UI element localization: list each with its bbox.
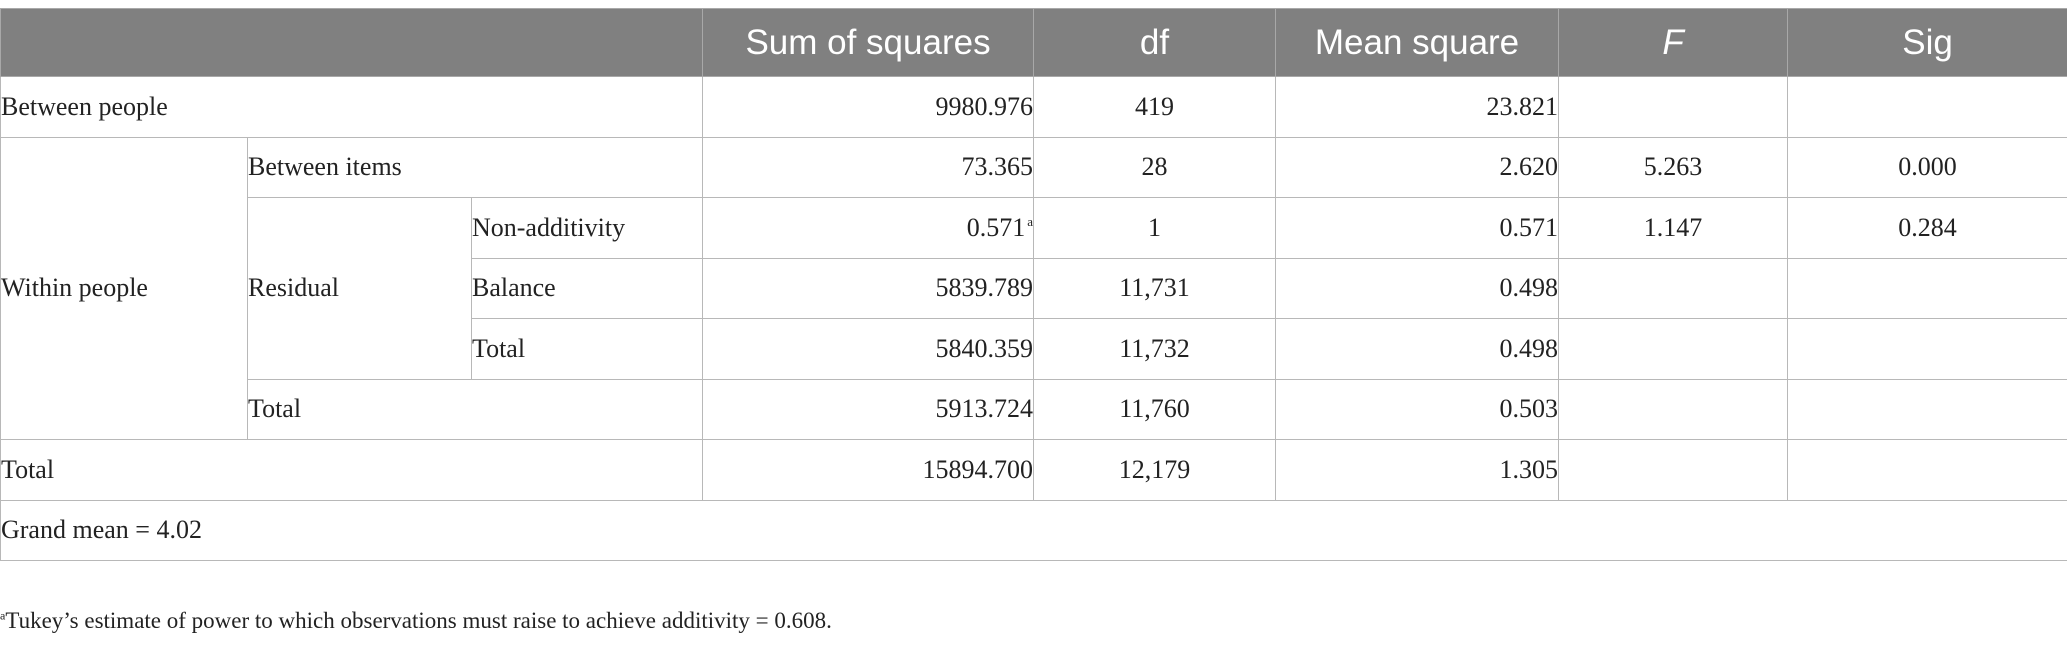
header-sum-of-squares: Sum of squares [702,8,1035,77]
residual-total-label: Total [470,318,704,380]
table-footnote: aTukey’s estimate of power to which obse… [0,608,832,634]
balance-f [1558,257,1789,319]
header-f: F [1558,8,1789,77]
non-additivity-sig: 0.284 [1787,197,2067,259]
row-between-items: Within people Between items 73.365 28 2.… [0,136,2067,440]
total-f [1558,439,1789,501]
within-total-df: 11,760 [1033,378,1277,440]
non-additivity-f: 1.147 [1558,197,1789,259]
row-grand-mean: Grand mean = 4.02 [0,499,2067,561]
between-people-ss: 9980.976 [702,76,1035,138]
row-between-people: Between people 9980.976 419 23.821 [0,76,2067,138]
non-additivity-label: Non-additivity [470,197,704,259]
total-label: Total [0,439,704,501]
footnote-marker-ref: a [1027,214,1034,230]
balance-df: 11,731 [1033,257,1277,319]
footnote-marker: a [0,608,6,623]
total-sig [1787,439,2067,501]
between-items-ss: 73.365 [702,136,1035,198]
header-mean-square: Mean square [1275,8,1560,77]
anova-table-container: Sum of squares df Mean square F Sig Betw… [0,8,2067,561]
between-people-df: 419 [1033,76,1277,138]
within-total-ss: 5913.724 [702,378,1035,440]
within-total-label: Total [246,378,704,440]
between-people-ms: 23.821 [1275,76,1560,138]
non-additivity-ss-cell: 0.571 a [702,197,1035,259]
non-additivity-df: 1 [1033,197,1277,259]
between-people-f [1558,76,1789,138]
between-items-label: Between items [246,136,704,198]
within-total-sig [1787,378,2067,440]
header-blank [0,8,704,77]
residual-total-ms: 0.498 [1275,318,1560,380]
total-ms: 1.305 [1275,439,1560,501]
residual-total-df: 11,732 [1033,318,1277,380]
row-within-total: Total 5913.724 11,760 0.503 [1,378,2067,440]
between-items-ms: 2.620 [1275,136,1560,198]
row-non-additivity: Residual Non-additivity 0.571 a 1 0.571 1… [1,197,2067,380]
header-row: Sum of squares df Mean square F Sig [0,8,2067,77]
balance-ms: 0.498 [1275,257,1560,319]
anova-table: Sum of squares df Mean square F Sig Betw… [0,8,2067,561]
row-total: Total 15894.700 12,179 1.305 [0,439,2067,501]
within-total-ms: 0.503 [1275,378,1560,440]
balance-label: Balance [470,257,704,319]
between-items-df: 28 [1033,136,1277,198]
between-items-f: 5.263 [1558,136,1789,198]
non-additivity-ss: 0.571 [966,212,1026,242]
within-total-f [1558,378,1789,440]
balance-ss: 5839.789 [702,257,1035,319]
within-people-label: Within people [0,136,248,440]
between-items-sig: 0.000 [1787,136,2067,198]
residual-total-ss: 5840.359 [702,318,1035,380]
balance-sig [1787,257,2067,319]
header-sig: Sig [1787,8,2067,77]
non-additivity-ms: 0.571 [1275,197,1560,259]
total-df: 12,179 [1033,439,1277,501]
grand-mean: Grand mean = 4.02 [0,499,2067,561]
footnote-text: Tukey’s estimate of power to which obser… [5,608,832,633]
total-ss: 15894.700 [702,439,1035,501]
residual-total-sig [1787,318,2067,380]
residual-label: Residual [247,197,472,380]
between-people-sig [1787,76,2067,138]
header-df: df [1033,8,1277,77]
residual-total-f [1558,318,1789,380]
between-people-label: Between people [0,76,704,138]
